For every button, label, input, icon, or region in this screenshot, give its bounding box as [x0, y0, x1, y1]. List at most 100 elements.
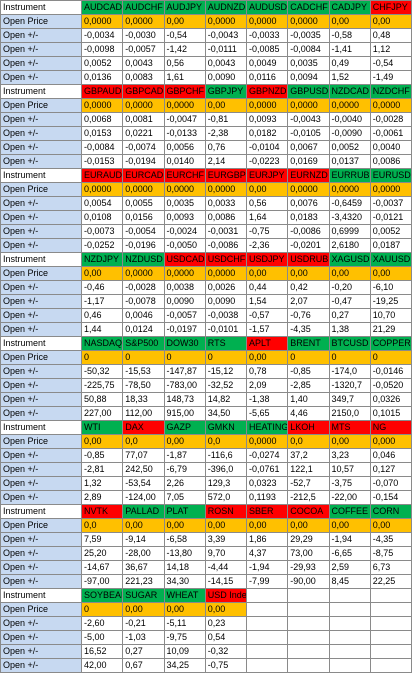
open-change-value: -0,0104 — [245, 140, 289, 155]
open-change-value: -1,17 — [80, 294, 124, 309]
instrument-label: Instrument — [0, 504, 82, 519]
open-change-value: -0,0098 — [80, 42, 124, 57]
open-change-value: 2,89 — [80, 490, 124, 505]
instrument-row: Instrument GBPAUD GBPCAD GBPCHF GBPJPY GBPNZD… — [0, 84, 413, 99]
open-change-value: 1,44 — [80, 322, 124, 337]
open-change-value: -3,75 — [328, 476, 371, 491]
empty-cell — [287, 644, 330, 659]
instrument-label: Instrument — [0, 336, 82, 351]
open-change-value: 9,70 — [204, 546, 248, 561]
open-price-value: 0,00 — [328, 434, 371, 449]
open-change-value: -90,00 — [287, 574, 330, 589]
open-change-value: 0,0052 — [369, 224, 413, 239]
open-change-value: -0,75 — [245, 224, 289, 239]
open-change-value: -0,0194 — [122, 154, 165, 169]
open-change-value: 0,0049 — [245, 56, 289, 71]
open-change-row: Open +/- 0,0052 0,0043 0,56 0,0043 0,0049 0,00… — [0, 56, 413, 71]
open-price-row: Open Price 0,0 0,00 0,00 0,00 0,00 0,00 0,00 0,0… — [0, 518, 413, 533]
open-change-value: 0,0076 — [287, 196, 330, 211]
open-change-value: -0,0031 — [204, 224, 248, 239]
open-change-value: 0,0052 — [80, 56, 124, 71]
open-change-value: 0,0043 — [122, 56, 165, 71]
open-change-label: Open +/- — [0, 238, 82, 253]
open-change-row: Open +/- -0,0034 -0,0030 -0,54 -0,0043 -0,003… — [0, 28, 413, 43]
open-change-row: Open +/- -97,00 221,23 34,30 -14,15 -7,99 -90,… — [0, 574, 413, 589]
open-change-value: 0,6999 — [328, 224, 371, 239]
open-change-value: 122,1 — [287, 462, 330, 477]
open-price-value: 0,0000 — [245, 434, 289, 449]
open-change-value: -147,87 — [163, 364, 206, 379]
empty-cell — [245, 630, 289, 645]
open-price-value: 0,0000 — [122, 98, 165, 113]
open-change-value: 1,61 — [163, 70, 206, 85]
open-change-value: -19,25 — [369, 294, 413, 309]
open-price-value: 0 — [204, 350, 248, 365]
open-change-value: -0,0033 — [245, 28, 289, 43]
open-change-value: 2,14 — [204, 154, 248, 169]
open-price-row: Open Price 0,0000 0,0000 0,0000 0,0000 0,00 0,… — [0, 182, 413, 197]
open-change-value: 7,05 — [163, 490, 206, 505]
open-change-value: -13,80 — [163, 546, 206, 561]
open-price-label: Open Price — [0, 182, 82, 197]
open-change-value: -0,0034 — [80, 28, 124, 43]
open-change-value: -2,81 — [80, 462, 124, 477]
instrument-name: LKOH — [287, 420, 330, 435]
open-change-label: Open +/- — [0, 560, 82, 575]
open-change-value: 0,0093 — [163, 210, 206, 225]
instrument-name: USDRUB — [287, 252, 330, 267]
open-change-value: 42,00 — [80, 658, 124, 673]
open-change-value: 0,54 — [204, 630, 248, 645]
open-change-label: Open +/- — [0, 462, 82, 477]
empty-cell — [328, 630, 371, 645]
open-change-value: -52,7 — [287, 476, 330, 491]
open-change-value: -0,0111 — [204, 42, 248, 57]
instrument-name: EURRUB — [328, 168, 371, 183]
open-change-value: -8,75 — [369, 546, 413, 561]
open-price-value: 0,00 — [287, 518, 330, 533]
open-change-label: Open +/- — [0, 406, 82, 421]
open-change-value: 0,49 — [328, 56, 371, 71]
open-change-value: -0,0201 — [287, 238, 330, 253]
open-change-value: 2,09 — [245, 378, 289, 393]
open-change-value: 21,29 — [369, 322, 413, 337]
instrument-name: USDCAD — [163, 252, 206, 267]
open-price-value: 0,00 — [328, 14, 371, 29]
open-change-value: -0,0057 — [163, 308, 206, 323]
open-change-value: -0,0061 — [369, 126, 413, 141]
open-change-value: 0,0086 — [369, 154, 413, 169]
empty-cell — [245, 658, 289, 673]
instrument-name: NASDAQ — [80, 336, 124, 351]
open-change-row: Open +/- -0,0098 -0,0057 -1,42 -0,0111 -0,008… — [0, 42, 413, 57]
instrument-name: COFFEE — [328, 504, 371, 519]
open-change-value: 0,0068 — [80, 112, 124, 127]
open-change-value: 0,0187 — [369, 238, 413, 253]
open-change-value: -0,0105 — [287, 126, 330, 141]
open-change-row: Open +/- -1,17 -0,0078 0,0090 0,0090 1,54 2,07… — [0, 294, 413, 309]
open-change-value: 112,00 — [122, 406, 165, 421]
open-change-value: -28,00 — [122, 546, 165, 561]
instrument-label: Instrument — [0, 252, 82, 267]
instrument-name: NZDUSD — [122, 252, 165, 267]
open-change-value: 34,25 — [163, 658, 206, 673]
instrument-name: EURCAD — [122, 168, 165, 183]
open-price-value: 0,00 — [369, 266, 413, 281]
instrument-name: CADCHF — [287, 0, 330, 15]
empty-cell — [369, 616, 413, 631]
open-price-label: Open Price — [0, 434, 82, 449]
open-change-value: 14,82 — [204, 392, 248, 407]
open-change-value: 37,2 — [287, 448, 330, 463]
instrument-name: EURNZD — [287, 168, 330, 183]
open-price-value: 0,0000 — [122, 266, 165, 281]
open-price-label: Open Price — [0, 98, 82, 113]
open-change-row: Open +/- -5,00 -1,03 -9,75 0,54 — [0, 630, 413, 645]
open-change-value: 0,0026 — [204, 280, 248, 295]
open-change-value: 36,67 — [122, 560, 165, 575]
open-change-value: 34,50 — [204, 406, 248, 421]
empty-cell — [287, 602, 330, 617]
instrument-label: Instrument — [0, 0, 82, 15]
open-change-value: 6,73 — [369, 560, 413, 575]
open-change-value: 0,0326 — [369, 392, 413, 407]
open-change-value: 0,0153 — [80, 126, 124, 141]
open-price-value: 0 — [80, 602, 124, 617]
open-price-value: 0,0000 — [204, 182, 248, 197]
